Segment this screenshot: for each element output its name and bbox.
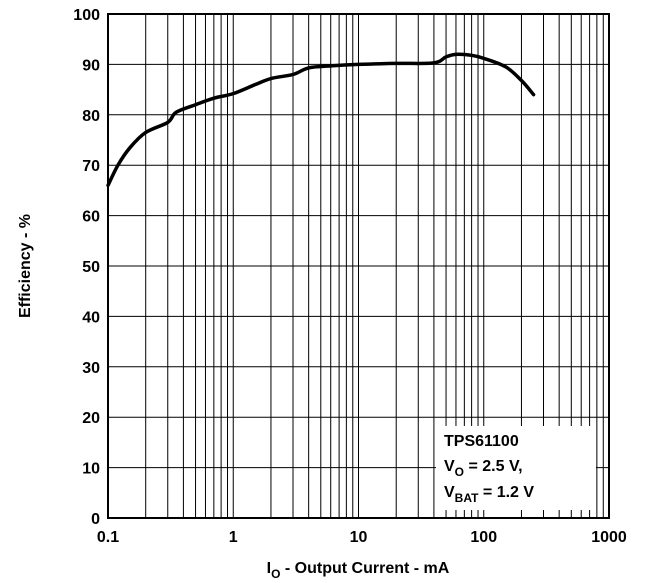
annotation-vbat: VBAT = 1.2 V	[444, 484, 534, 505]
annotation-vout: VO = 2.5 V,	[444, 458, 523, 479]
plot-frame	[107, 13, 610, 519]
annotation-device: TPS61100	[444, 433, 519, 450]
y-tick-label: 70	[82, 158, 100, 175]
efficiency-curve	[106, 52, 536, 188]
y-tick-label: 40	[82, 309, 100, 326]
x-tick-labels: 0.1 1 10 100 1000	[97, 529, 627, 546]
x-tick-label: 10	[350, 529, 368, 546]
x-tick-label: 100	[470, 529, 497, 546]
y-tick-label: 80	[82, 108, 100, 125]
y-tick-label: 0	[91, 511, 100, 528]
y-tick-label: 50	[82, 259, 100, 276]
y-axis-title: Efficiency - %	[17, 214, 34, 318]
y-tick-label: 60	[82, 209, 100, 226]
y-tick-label: 30	[82, 360, 100, 377]
x-tick-label: 0.1	[97, 529, 119, 546]
x-tick-label: 1000	[591, 529, 627, 546]
x-tick-label: 1	[229, 529, 238, 546]
y-tick-label: 10	[82, 461, 100, 478]
x-axis-title: IO - Output Current - mA	[267, 560, 450, 581]
y-tick-label: 100	[73, 7, 100, 24]
annotation-box	[436, 426, 596, 510]
y-tick-label: 90	[82, 57, 100, 74]
y-tick-labels: 0 10 20 30 40 50 60 70 80 90 100	[73, 7, 100, 528]
y-tick-label: 20	[82, 410, 100, 427]
